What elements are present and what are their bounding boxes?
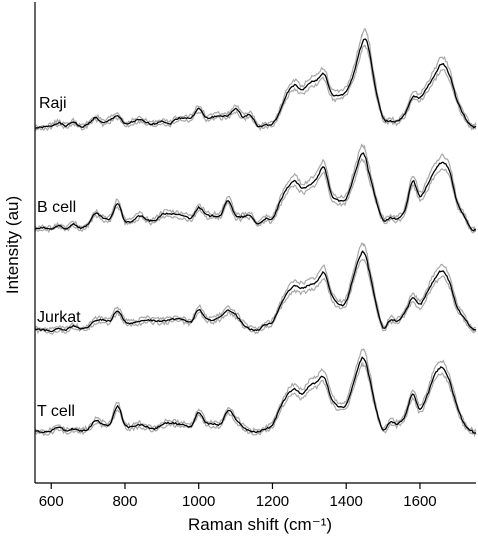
spread-trace-t-cell (34, 348, 477, 433)
mean-trace-jurkat (34, 250, 477, 333)
spectra-traces (34, 28, 477, 438)
mean-trace-b-cell (34, 152, 477, 232)
x-tick-label: 1600 (403, 493, 436, 510)
series-label-raji: Raji (39, 95, 67, 112)
x-axis-label: Raman shift (cm⁻¹) (188, 515, 332, 534)
x-tick-label: 800 (112, 493, 137, 510)
spread-trace-jurkat (34, 242, 477, 332)
x-tick-label: 1400 (330, 493, 363, 510)
mean-trace-raji (34, 38, 477, 130)
series-labels: Raji B cell Jurkat T cell (37, 95, 81, 420)
x-ticks: 600 800 1000 1200 1400 1600 (39, 483, 437, 510)
x-tick-label: 1200 (256, 493, 289, 510)
mean-trace-t-cell (34, 356, 477, 434)
series-label-t-cell: T cell (37, 403, 75, 420)
x-tick-label: 600 (39, 493, 64, 510)
axes: 600 800 1000 1200 1400 1600 Raman shift (cm⁻¹… (3, 2, 476, 534)
series-label-jurkat: Jurkat (37, 309, 81, 326)
x-tick-label: 1000 (182, 493, 215, 510)
spread-trace-b-cell (34, 158, 477, 234)
y-axis-label: Intensity (au) (3, 196, 22, 294)
series-label-b-cell: B cell (37, 199, 76, 216)
spread-trace-raji (34, 28, 477, 129)
